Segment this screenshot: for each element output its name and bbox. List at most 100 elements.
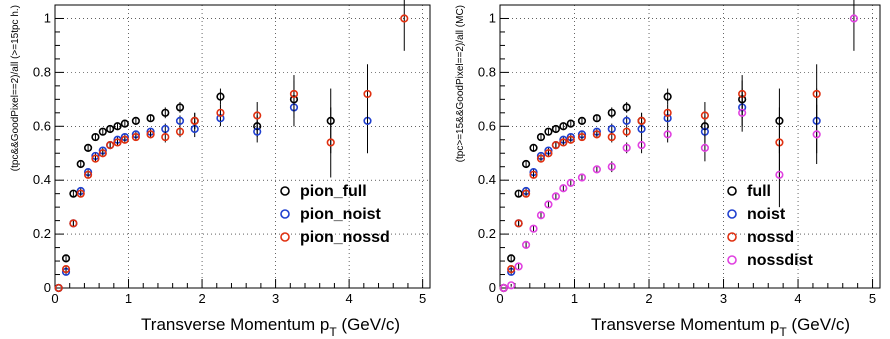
data-point-nossdist bbox=[775, 170, 784, 179]
data-point-full bbox=[559, 122, 568, 131]
data-point-nossd bbox=[637, 116, 646, 125]
y-tick-label: 0.8 bbox=[33, 64, 51, 79]
data-point-pion_nossd bbox=[363, 89, 372, 99]
data-point-nossdist bbox=[521, 240, 531, 249]
x-tick-label: 2 bbox=[198, 291, 205, 306]
data-point-nossdist bbox=[551, 192, 560, 201]
y-tick-label: 0.2 bbox=[33, 226, 51, 241]
legend-marker-pion_full bbox=[280, 186, 290, 196]
x-axis-label-unit: (GeV/c) bbox=[337, 315, 400, 334]
y-tick-label: 0.6 bbox=[478, 118, 496, 133]
y-tick-label: 1 bbox=[44, 10, 51, 25]
x-axis-label-subscript: T bbox=[329, 325, 337, 339]
data-point-pion_nossd bbox=[61, 265, 71, 274]
data-point-pion_nossd bbox=[106, 141, 115, 150]
data-point-pion_nossd bbox=[54, 283, 63, 293]
data-point-pion_full bbox=[91, 132, 100, 142]
data-point-nossd bbox=[529, 170, 538, 179]
data-point-pion_full bbox=[175, 103, 185, 112]
data-point-pion_full bbox=[161, 108, 170, 117]
data-point-nossdist bbox=[514, 262, 523, 271]
y-axis-label: (tpc&&GoodPixel==2)/all (>=15tpc h.) bbox=[10, 5, 21, 171]
chart-panel-2: 0 1 2 3 4 5 0 0.2 0.4 0.6 0.8 1 Transverse Momentum … bbox=[455, 0, 881, 339]
x-tick-label: 3 bbox=[272, 291, 279, 306]
x-tick-label: 5 bbox=[419, 291, 426, 306]
data-point-nossd bbox=[514, 219, 523, 228]
data-point-pion_nossd bbox=[289, 89, 299, 99]
data-point-full bbox=[551, 124, 560, 134]
data-point-noist bbox=[622, 116, 631, 125]
data-point-pion_full bbox=[61, 254, 71, 263]
data-point-pion_nossd bbox=[91, 154, 100, 163]
x-tick-label: 0 bbox=[496, 291, 503, 306]
data-point-pion_nossd bbox=[326, 138, 335, 147]
x-tick-label: 4 bbox=[794, 291, 801, 306]
data-point-nossd bbox=[622, 127, 631, 136]
x-axis-label: Transverse Momentum pT (GeV/c) bbox=[591, 315, 850, 339]
data-point-nossdist bbox=[544, 200, 553, 209]
x-tick-label: 5 bbox=[869, 291, 876, 306]
series-nossdist bbox=[499, 0, 859, 293]
legend-label-full: full bbox=[747, 183, 771, 200]
data-point-nossdist bbox=[812, 130, 821, 139]
y-tick-label: 0.4 bbox=[33, 172, 51, 187]
legend-marker-full bbox=[727, 186, 737, 196]
data-point-nossd bbox=[551, 141, 560, 150]
y-tick-label: 0.6 bbox=[33, 118, 51, 133]
y-axis-label: (tpc>=15&&GoodPixel==2)/all (MC) bbox=[455, 5, 466, 162]
data-point-pion_nossd bbox=[400, 14, 409, 23]
data-point-pion_nossd bbox=[131, 132, 140, 142]
legend-label-pion_nossd: pion_nossd bbox=[300, 229, 390, 246]
data-point-full bbox=[622, 103, 631, 112]
data-point-full bbox=[514, 189, 523, 198]
data-point-nossdist bbox=[536, 211, 546, 220]
data-point-pion_nossd bbox=[161, 132, 170, 142]
data-point-pion_full bbox=[98, 127, 107, 136]
y-tick-label: 0 bbox=[489, 280, 496, 295]
x-axis-label: Transverse Momentum pT (GeV/c) bbox=[141, 315, 400, 339]
data-point-pion_full bbox=[106, 124, 115, 134]
legend-label-nossdist: nossdist bbox=[747, 252, 813, 269]
data-point-pion_nossd bbox=[216, 108, 225, 117]
data-point-pion_full bbox=[113, 122, 122, 131]
data-point-nossd bbox=[544, 149, 553, 158]
data-point-nossd bbox=[812, 89, 821, 99]
data-point-full bbox=[566, 119, 575, 128]
data-point-nossd bbox=[607, 132, 616, 142]
data-point-full bbox=[577, 116, 587, 125]
data-point-nossdist bbox=[529, 224, 538, 233]
x-tick-label: 3 bbox=[720, 291, 727, 306]
data-point-nossdist bbox=[499, 283, 508, 293]
legend: pion_full pion_noist pion_nossd bbox=[280, 183, 390, 246]
data-point-full bbox=[521, 159, 531, 169]
data-point-pion_full bbox=[146, 114, 155, 123]
plot-frame bbox=[499, 4, 881, 289]
data-point-nossd bbox=[559, 138, 568, 147]
data-point-pion_full bbox=[216, 92, 225, 101]
data-point-pion_nossd bbox=[146, 130, 155, 139]
data-point-nossdist bbox=[592, 165, 601, 174]
data-point-full bbox=[536, 132, 546, 142]
x-tick-label: 2 bbox=[645, 291, 652, 306]
data-point-nossd bbox=[507, 265, 516, 274]
data-point-nossd bbox=[536, 154, 546, 163]
series-pion_nossd bbox=[54, 0, 409, 293]
legend: full noist nossd nossdist bbox=[727, 183, 813, 269]
y-tick-label: 0 bbox=[44, 280, 51, 295]
data-point-full bbox=[592, 114, 601, 123]
data-point-nossd bbox=[521, 189, 531, 198]
data-point-pion_nossd bbox=[69, 219, 78, 228]
data-point-pion_full bbox=[76, 159, 85, 169]
y-tick-label: 0.8 bbox=[478, 64, 496, 79]
data-point-pion_full bbox=[131, 116, 140, 125]
data-point-nossdist bbox=[663, 130, 672, 139]
x-axis-label-main: Transverse Momentum p bbox=[141, 315, 329, 334]
data-point-nossdist bbox=[559, 184, 568, 193]
data-point-nossd bbox=[663, 108, 672, 117]
x-axis-label-subscript: T bbox=[779, 325, 787, 339]
x-axis-label-unit: (GeV/c) bbox=[787, 315, 850, 334]
data-point-pion_nossd bbox=[113, 138, 122, 147]
x-tick-label: 1 bbox=[571, 291, 578, 306]
data-point-full bbox=[544, 127, 553, 136]
